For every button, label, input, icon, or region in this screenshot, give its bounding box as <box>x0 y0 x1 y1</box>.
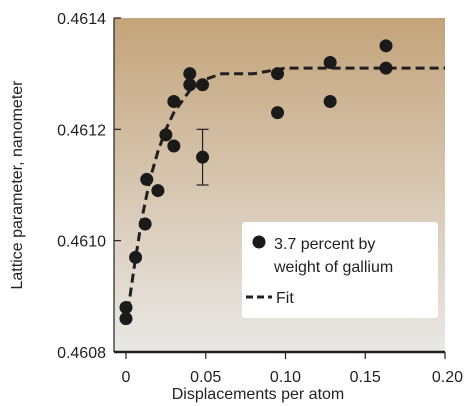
x-tick-label-4: 0.20 <box>432 369 463 386</box>
data-point-14 <box>271 106 285 120</box>
legend-box <box>242 222 438 318</box>
data-point-12 <box>196 150 210 164</box>
x-tick-label-0: 0 <box>122 369 131 386</box>
data-point-7 <box>167 139 181 153</box>
data-points-layer <box>119 39 393 326</box>
y-tick-layer: 0.4608 0.4610 0.4612 0.4614 <box>57 11 121 362</box>
y-tick-label-1: 0.4610 <box>57 234 106 251</box>
x-axis-label: Displacements per atom <box>172 386 345 403</box>
legend-marker-gallium <box>252 235 266 249</box>
data-point-18 <box>379 61 393 75</box>
data-point-11 <box>196 78 210 92</box>
y-tick-label-0: 0.4608 <box>57 345 106 362</box>
data-point-15 <box>323 56 337 70</box>
legend-label-fit: Fit <box>276 290 294 307</box>
data-point-0 <box>119 300 133 314</box>
legend-label-gallium-line1: 3.7 percent by <box>274 236 375 253</box>
data-point-16 <box>323 95 337 108</box>
data-point-13 <box>271 67 285 81</box>
y-tick-label-2: 0.4612 <box>57 122 106 139</box>
y-tick-label-3: 0.4614 <box>57 11 106 28</box>
x-tick-layer: 0 0.05 0.10 0.15 0.20 <box>122 352 463 386</box>
data-point-10 <box>183 78 197 92</box>
data-point-1 <box>119 312 133 326</box>
data-point-4 <box>140 172 154 186</box>
x-tick-label-1: 0.05 <box>190 369 221 386</box>
x-tick-label-3: 0.15 <box>350 369 381 386</box>
data-point-6 <box>159 128 173 142</box>
data-point-9 <box>183 67 197 81</box>
data-point-17 <box>379 39 393 53</box>
legend-label-gallium-line2: weight of gallium <box>273 259 393 276</box>
x-tick-label-2: 0.10 <box>270 369 301 386</box>
data-point-5 <box>151 184 165 198</box>
y-axis-label: Lattice parameter, nanometer <box>9 80 26 290</box>
data-point-2 <box>129 250 143 264</box>
data-point-3 <box>138 217 152 231</box>
data-point-8 <box>167 95 181 108</box>
legend: 3.7 percent by weight of gallium Fit <box>242 222 438 318</box>
